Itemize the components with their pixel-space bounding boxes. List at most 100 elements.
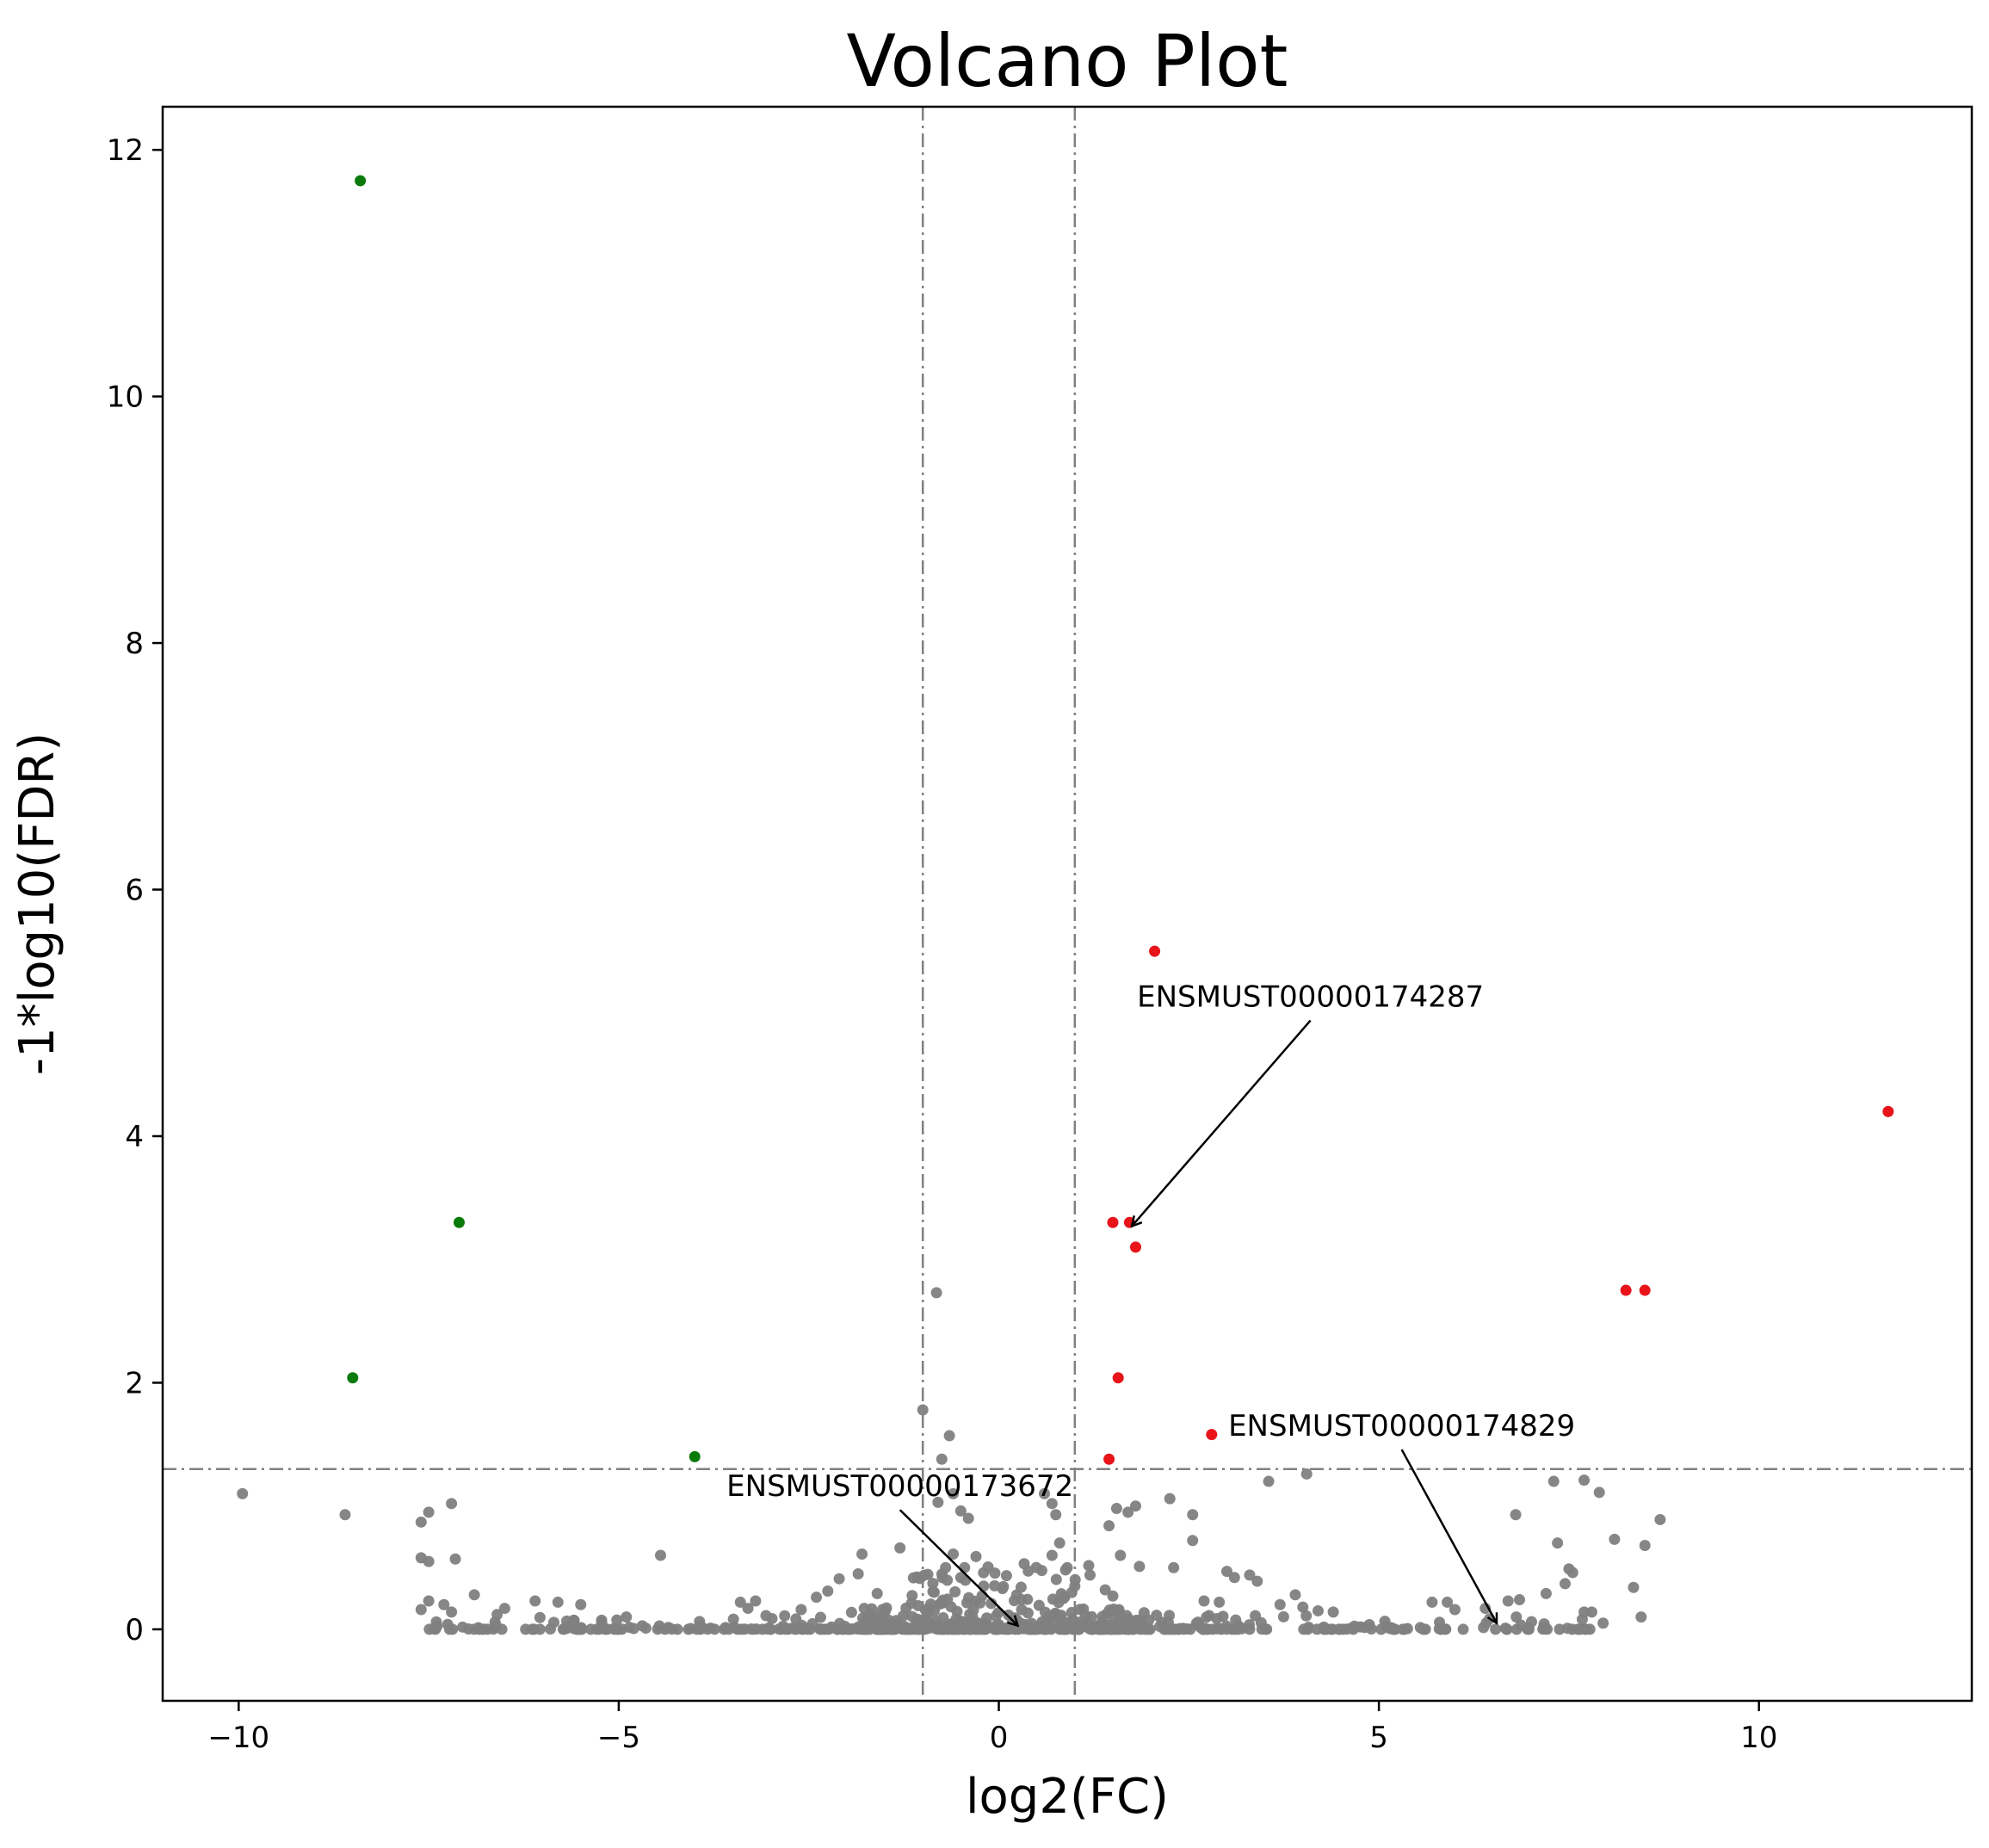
data-point-ns [1585,1606,1597,1618]
data-point-ns [1090,1620,1102,1632]
data-point-ns [1375,1623,1387,1635]
data-point-ns [1593,1486,1605,1499]
threshold-lines [163,107,1972,1701]
data-point-ns [1385,1622,1397,1634]
y-tick-label: 10 [107,380,144,415]
data-point-ns [1552,1537,1564,1549]
data-point-ns [1214,1596,1226,1608]
data-point-ns [491,1609,503,1621]
data-point-ns [639,1622,652,1635]
data-point-ns [1187,1509,1199,1521]
data-point-down [355,175,367,187]
data-point-ns [1547,1475,1560,1487]
data-point-ns [415,1604,427,1616]
data-point-ns [974,1597,986,1609]
annotation-label: ENSMUST00000174287 [1137,980,1484,1015]
data-point-ns [760,1610,772,1622]
data-point-ns [1042,1621,1054,1633]
data-point-ns [951,1605,963,1617]
x-tick-label: 10 [1740,1721,1777,1755]
x-tick-label: 0 [990,1721,1009,1755]
data-point-ns [684,1622,696,1635]
annotations: ENSMUST00000174287 ENSMUST00000174829 ENSM… [726,980,1575,1626]
data-point-ns [1061,1561,1073,1573]
data-point-ns [795,1604,807,1616]
data-point-ns [1433,1622,1445,1635]
data-point-ns [1297,1601,1309,1613]
data-point-ns [775,1623,787,1635]
data-point-ns [1442,1596,1454,1608]
data-point-ns [750,1595,762,1607]
data-point-ns [534,1611,546,1623]
data-point-ns [339,1509,351,1521]
data-point-ns [1074,1604,1086,1616]
data-point-ns [1251,1575,1263,1587]
data-point-ns [665,1623,677,1635]
data-point-ns [866,1603,878,1615]
data-point-ns [1572,1623,1584,1635]
data-point-up [1123,1216,1135,1228]
data-point-ns [1312,1604,1324,1616]
data-point-ns [1609,1533,1621,1545]
data-point-ns [1635,1611,1647,1623]
data-point-ns [498,1603,510,1615]
data-point-up [1149,945,1161,957]
data-point-ns [1129,1500,1141,1512]
data-point-ns [1198,1595,1210,1607]
data-point-ns [822,1585,834,1598]
data-point-ns [1300,1610,1313,1622]
data-point-ns [971,1623,983,1635]
data-point-ns [959,1561,971,1573]
data-point-ns [852,1567,864,1579]
data-point-up [1882,1105,1894,1117]
data-point-ns [936,1598,948,1610]
data-point-ns [623,1622,635,1634]
data-point-ns [611,1614,623,1626]
data-point-ns [940,1561,952,1573]
chart-title: Volcano Plot [847,19,1288,103]
y-axis-ticks: 0 2 4 6 8 10 12 [107,133,163,1647]
data-point-ns [1151,1610,1163,1622]
data-point-ns [1501,1623,1513,1635]
data-point-ns [1168,1561,1180,1573]
data-point-ns [1167,1623,1179,1635]
data-point-ns [560,1615,572,1627]
data-point-ns [430,1616,442,1628]
data-point-ns [1016,1604,1028,1616]
x-axis-label: log2(FC) [966,1769,1169,1825]
data-point-ns [948,1548,960,1561]
data-point-ns [446,1606,458,1618]
data-point-ns [1628,1581,1640,1593]
data-point-ns [654,1549,666,1561]
data-point-ns [845,1606,857,1618]
data-point-ns [967,1604,979,1616]
data-point-ns [930,1287,942,1299]
data-point-ns [1069,1580,1081,1592]
data-point-ns [1540,1587,1552,1599]
data-point-ns [1144,1623,1156,1635]
data-point-ns [1055,1610,1067,1622]
data-point-ns [1514,1594,1525,1606]
data-point-ns [901,1623,913,1635]
data-point-ns [482,1623,494,1635]
data-point-ns [871,1587,883,1599]
data-point-ns [1654,1513,1666,1525]
y-tick-label: 2 [125,1366,144,1400]
data-point-ns [948,1487,960,1499]
data-point-ns [529,1595,541,1607]
data-point-ns [1298,1623,1310,1635]
data-point-ns [928,1605,940,1617]
data-point-ns [811,1592,823,1604]
data-point-ns [1164,1610,1176,1622]
data-point-ns [989,1567,1001,1579]
data-point-ns [1107,1590,1119,1602]
data-point-ns [1559,1578,1571,1590]
data-point-ns [727,1613,739,1625]
data-point-ns [1177,1623,1189,1635]
annotation-arrow [1400,1449,1497,1623]
data-point-ns [814,1611,826,1623]
data-point-ns [1059,1623,1071,1635]
data-point-ns [1110,1503,1122,1515]
